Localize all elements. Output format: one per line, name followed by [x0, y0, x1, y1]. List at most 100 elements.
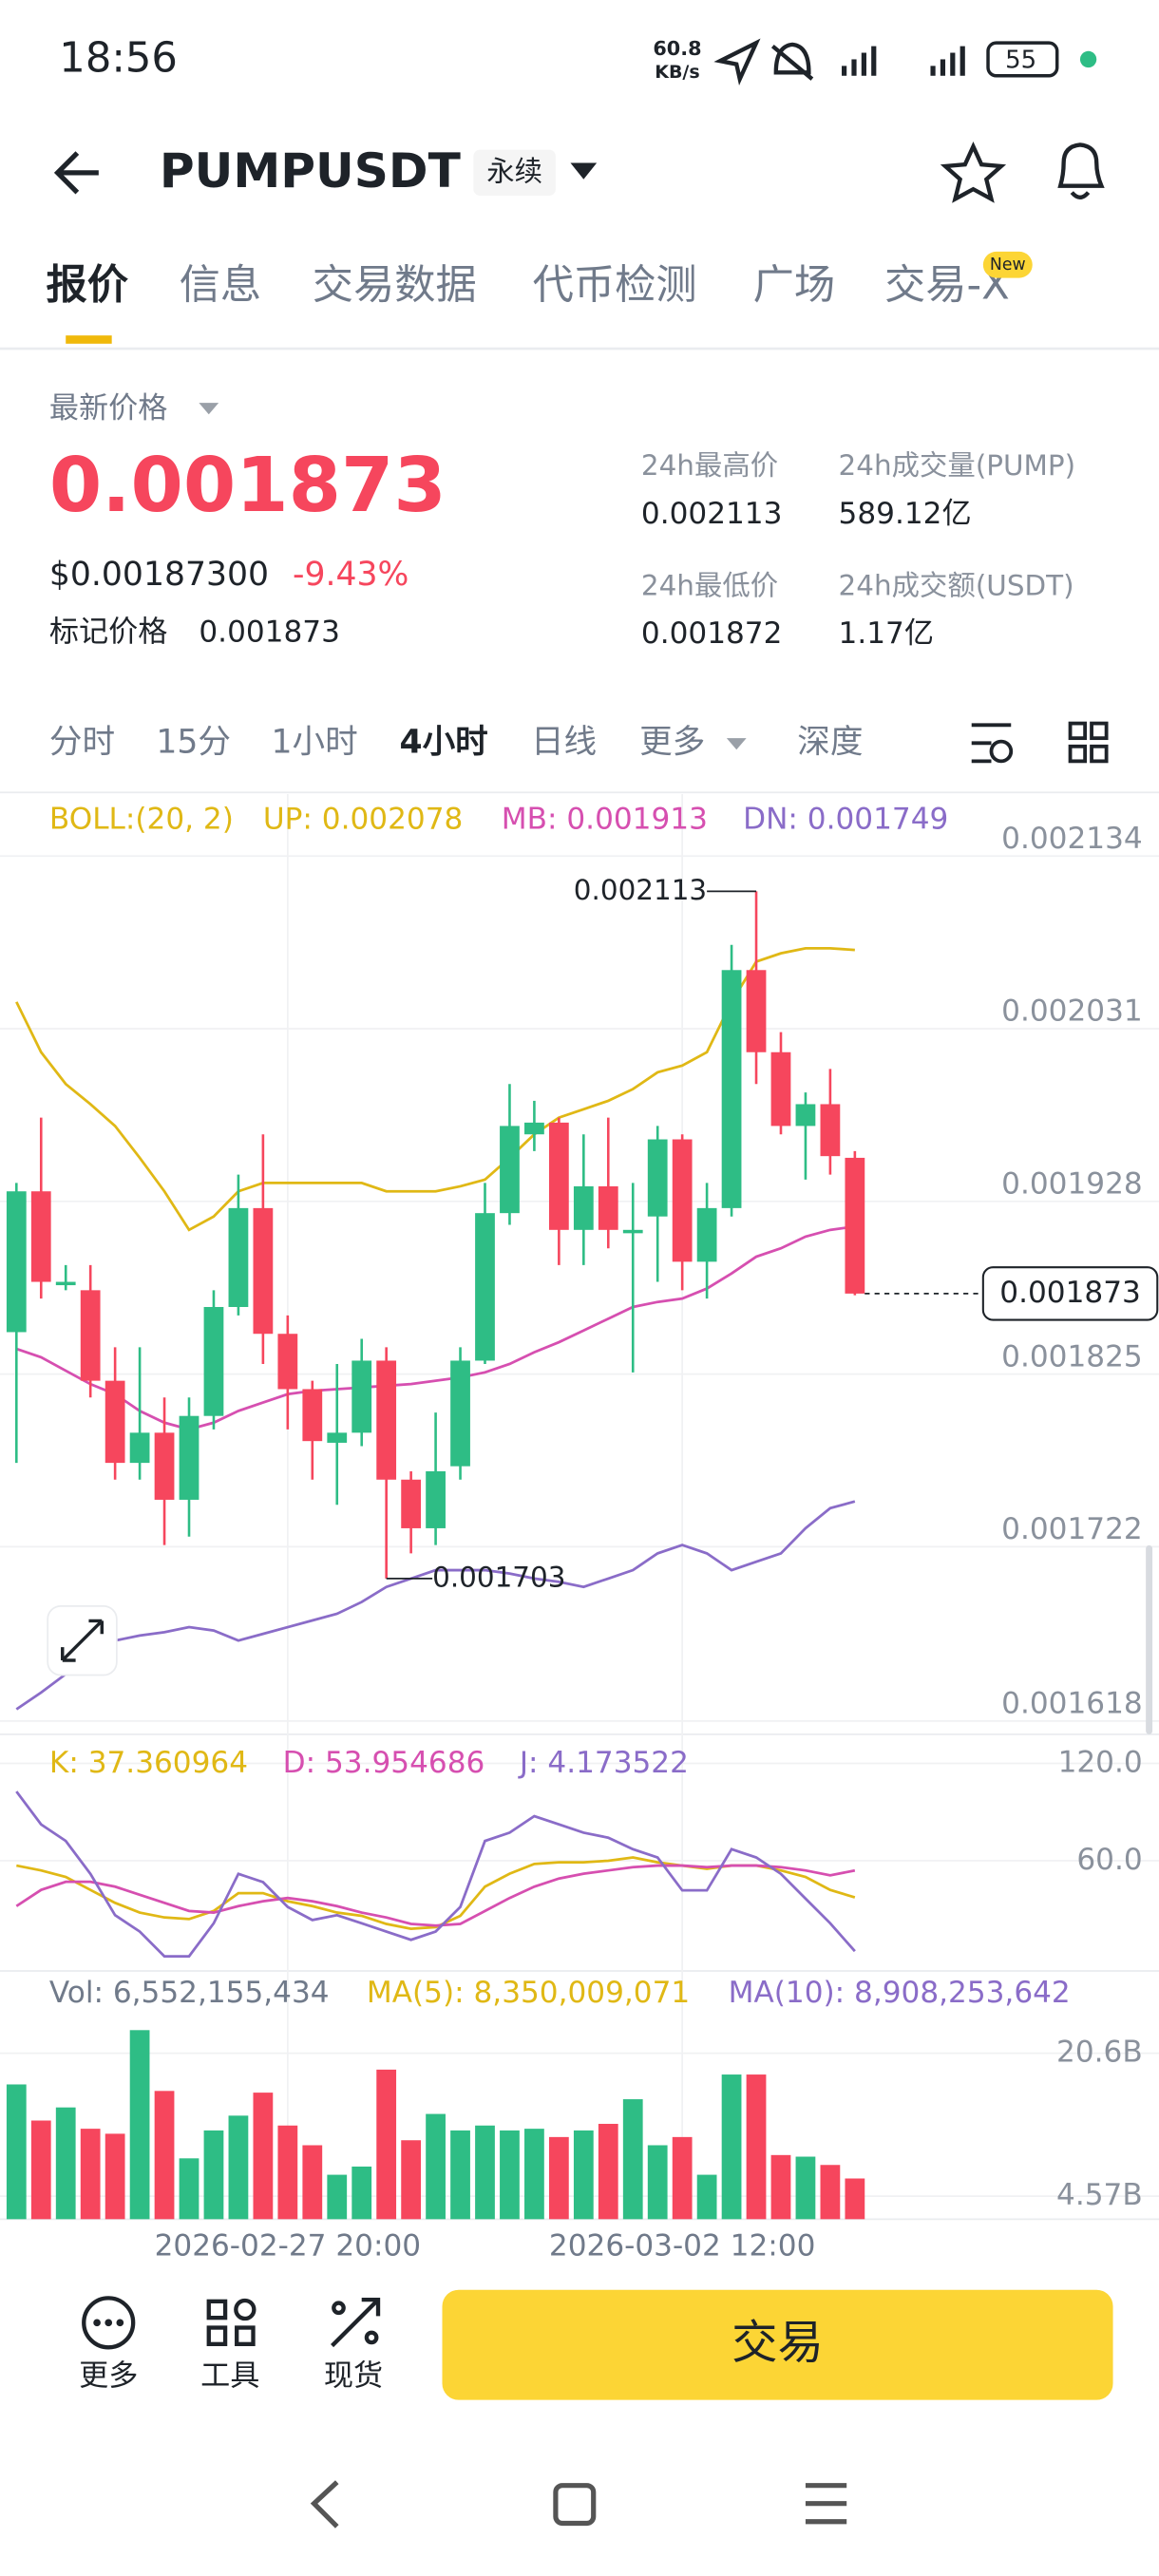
candle-body	[129, 1432, 150, 1464]
interval[interactable]: 4小时	[400, 723, 488, 761]
stat-value: 0.002113	[641, 497, 783, 531]
nav-home[interactable]	[553, 2483, 597, 2527]
location-icon	[713, 38, 761, 86]
volume-bar	[770, 2154, 791, 2220]
stat-label: 24h最低价	[641, 569, 778, 601]
volume-bar	[30, 2120, 51, 2220]
candle-body	[327, 1432, 348, 1443]
volume-bar	[450, 2130, 470, 2220]
boll-legend: MB: 0.001913	[502, 803, 708, 837]
volume-bar	[573, 2130, 594, 2220]
volume-bar	[352, 2166, 372, 2220]
price-label-dropdown[interactable]	[199, 403, 219, 415]
tab[interactable]: 报价	[46, 261, 128, 309]
boll-line	[15, 1500, 856, 1711]
trade-button[interactable]	[442, 2289, 1113, 2400]
boll-legend: BOLL:(20, 2)	[49, 803, 234, 837]
active-tab-indicator	[66, 335, 112, 344]
stat-value: 1.17亿	[839, 616, 934, 651]
volume-bar	[253, 2093, 274, 2220]
more-dots	[93, 2319, 124, 2327]
chart-settings-button[interactable]	[971, 723, 1014, 764]
price-change: -9.43%	[293, 556, 408, 594]
mark-price: 0.001873	[199, 615, 340, 649]
volume-bar	[820, 2165, 841, 2220]
interval[interactable]: 日线	[531, 723, 597, 761]
candle-body	[376, 1360, 397, 1480]
y-tick-label: 4.57B	[1056, 2178, 1143, 2212]
candle-body	[253, 1207, 274, 1335]
symbol-dropdown[interactable]	[570, 162, 598, 180]
interval[interactable]: 15分	[156, 723, 231, 761]
interval[interactable]: 更多	[639, 723, 705, 761]
volume-bar	[696, 2174, 717, 2220]
boll-line	[15, 946, 855, 1232]
bottom-item-label[interactable]: 更多	[79, 2358, 138, 2393]
y-tick-label: 120.0	[1058, 1746, 1143, 1780]
kdj-legend: K: 37.360964	[49, 1746, 248, 1780]
more-dropdown[interactable]	[726, 738, 747, 750]
tab[interactable]: 广场	[753, 261, 836, 309]
candle-body	[622, 1229, 643, 1234]
battery-icon	[986, 41, 1059, 78]
low-label: 0.001703	[432, 1561, 565, 1593]
candle-body	[6, 1191, 27, 1333]
candle-body	[721, 970, 742, 1208]
volume-bar	[327, 2174, 348, 2220]
status-time: 18:56	[59, 35, 178, 83]
spot-icon[interactable]	[331, 2297, 381, 2348]
volume-bar	[277, 2125, 298, 2220]
candle-body	[55, 1281, 76, 1286]
y-tick-label: 20.6B	[1056, 2036, 1143, 2070]
kline-chart: 2026-02-27 20:00 2026-03-02 12:00 0.002134…	[0, 793, 1159, 2263]
interval[interactable]: 深度	[797, 723, 863, 761]
battery-level: 55	[1005, 47, 1036, 75]
volume-legend: MA(5): 8,350,009,071	[367, 1976, 690, 2010]
candle-body	[203, 1306, 224, 1416]
back-button[interactable]	[53, 151, 99, 195]
nav-menu[interactable]	[805, 2483, 847, 2525]
volume-bar	[647, 2145, 668, 2220]
contract-tag[interactable]: 永续	[486, 155, 542, 187]
candle-body	[426, 1470, 446, 1528]
symbol: PUMPUSDT	[160, 142, 461, 199]
net-speed: 60.8	[653, 37, 701, 60]
candle-body	[228, 1207, 249, 1307]
volume-bar	[228, 2115, 249, 2220]
boll-legend: DN: 0.001749	[743, 803, 948, 837]
volume-bar	[154, 2091, 175, 2220]
tools-icon[interactable]	[206, 2298, 256, 2347]
kdj-legend: D: 53.954686	[283, 1746, 485, 1780]
volume-bar	[376, 2069, 397, 2220]
boll-legend: UP: 0.002078	[263, 803, 463, 837]
volume-bar	[179, 2158, 200, 2220]
tab[interactable]: 代币检测	[533, 261, 697, 309]
layout-button[interactable]	[1068, 721, 1109, 764]
more-icon[interactable]	[82, 2296, 136, 2350]
favorite-button[interactable]	[940, 141, 1007, 203]
candle-body	[401, 1479, 422, 1528]
volume-bar	[845, 2178, 865, 2220]
y-tick-label: 0.001618	[1001, 1687, 1143, 1721]
candle-body	[548, 1122, 569, 1230]
stats: 24h最高价 0.002113 24h成交量(PUMP) 589.12亿 24h最低价 0…	[641, 449, 1075, 651]
alert-button[interactable]	[1057, 142, 1105, 199]
tab[interactable]: 信息	[180, 261, 262, 309]
volume-bar	[475, 2125, 495, 2220]
bottom-item-label[interactable]: 工具	[200, 2358, 259, 2393]
new-badge	[982, 251, 1033, 278]
interval[interactable]: 分时	[49, 723, 115, 761]
nav-back[interactable]	[310, 2480, 339, 2529]
tab[interactable]: 交易数据	[313, 261, 477, 309]
interval[interactable]: 1小时	[272, 723, 358, 761]
y-tick-label: 0.001825	[1001, 1339, 1143, 1373]
candle-body	[500, 1126, 520, 1214]
volume-bar	[721, 2074, 742, 2220]
signal-icons	[842, 46, 965, 76]
scrollbar	[1146, 1544, 1153, 1734]
volume-bar	[203, 2130, 224, 2220]
bottom-item-label[interactable]: 现货	[324, 2358, 383, 2393]
mark-price-label: 标记价格	[49, 615, 168, 649]
kdj-line	[15, 1864, 856, 1927]
mute-icon	[770, 42, 814, 81]
